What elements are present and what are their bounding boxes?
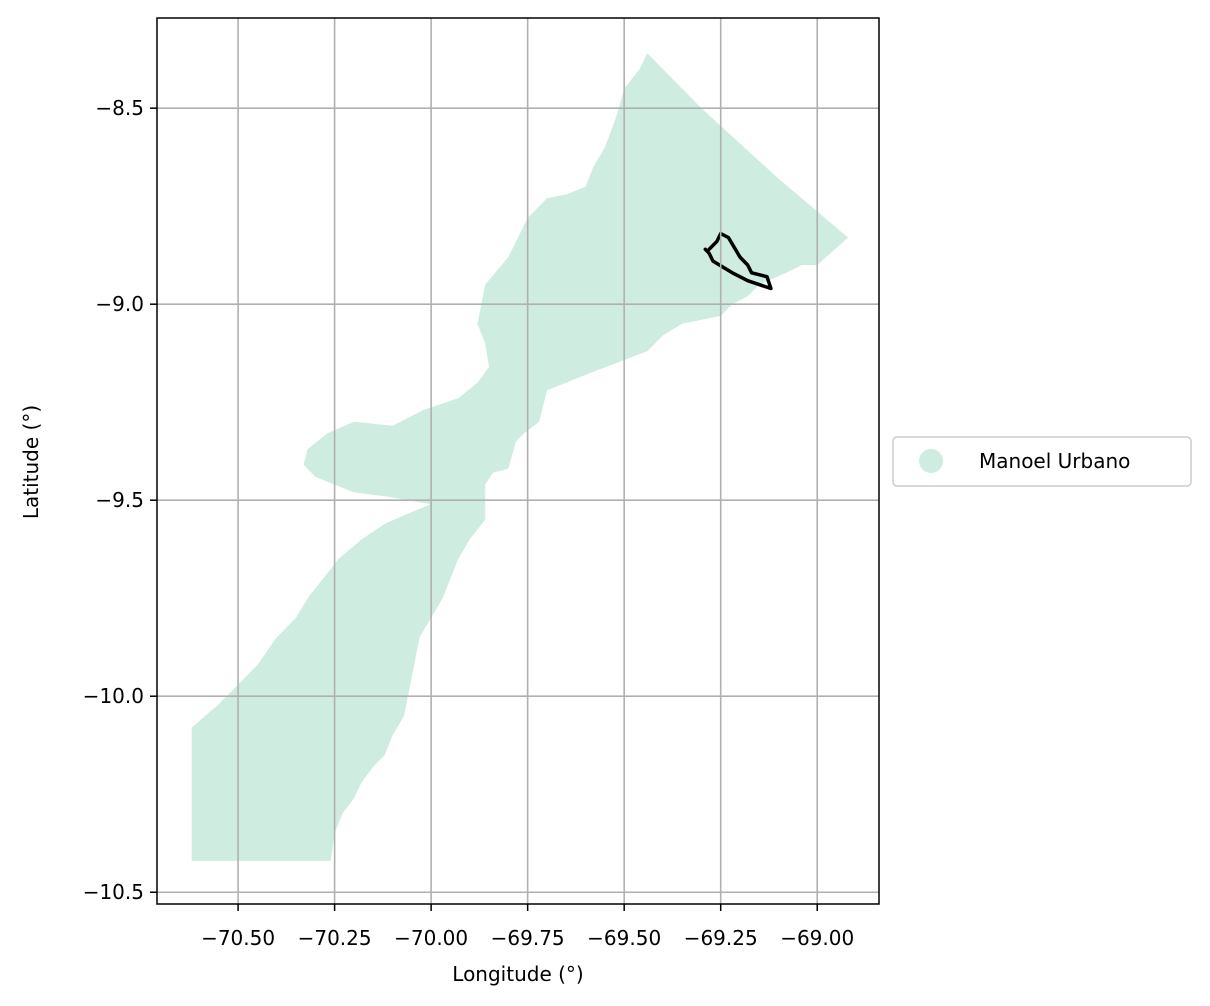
plot-frame (156, 17, 880, 905)
x-tick-label: −69.75 (491, 926, 565, 950)
grid-layer (157, 18, 879, 904)
x-tick-label: −69.25 (684, 926, 758, 950)
y-tick-label: −8.5 (95, 96, 144, 120)
region-layer (191, 53, 849, 861)
y-axis-ticks: −8.5 −9.0 −9.5 −10.0 −10.5 (83, 96, 157, 904)
x-tick-label: −69.00 (780, 926, 854, 950)
region-polygon-manoel-urbano (191, 53, 849, 861)
x-tick-label: −70.50 (201, 926, 275, 950)
legend-marker-manoel-urbano (919, 449, 943, 473)
legend: Manoel Urbano (892, 436, 1192, 487)
y-tick-label: −9.0 (95, 292, 144, 316)
boundary-outline (703, 231, 773, 291)
x-tick-label: −70.25 (298, 926, 372, 950)
x-tick-label: −70.00 (394, 926, 468, 950)
y-tick-label: −10.0 (83, 684, 144, 708)
outline-layer (703, 231, 773, 291)
x-axis-label: Longitude (°) (452, 962, 583, 986)
legend-box (892, 436, 1192, 487)
y-tick-label: −10.5 (83, 880, 144, 904)
y-tick-label: −9.5 (95, 488, 144, 512)
legend-label-manoel-urbano: Manoel Urbano (979, 449, 1130, 473)
x-tick-label: −69.50 (587, 926, 661, 950)
x-axis-ticks: −70.50 −70.25 −70.00 −69.75 −69.50 −69.25 −69.… (201, 904, 854, 950)
y-axis-label: Latitude (°) (19, 405, 43, 519)
